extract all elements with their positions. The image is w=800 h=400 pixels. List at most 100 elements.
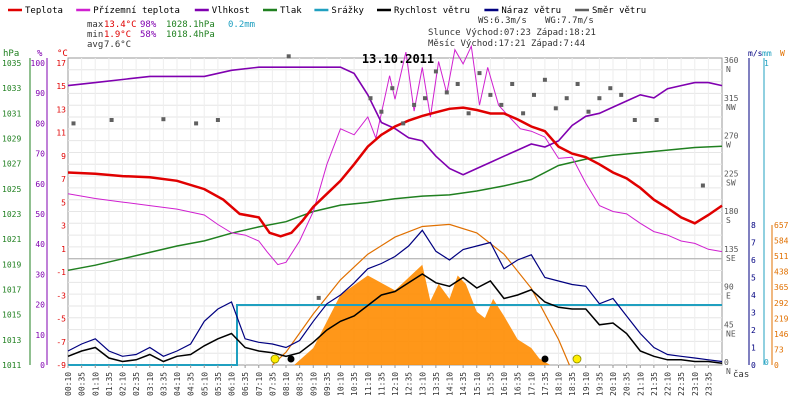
direction-compass-label: N: [726, 65, 731, 74]
legend-item: Srážky: [314, 6, 364, 16]
series-humidity: [67, 66, 723, 176]
legend-item: Tlak: [263, 6, 302, 16]
series-wind-speed: [67, 273, 723, 365]
direction-degree-label: 270: [724, 132, 739, 141]
pct-tick-label: 20: [35, 301, 45, 310]
legend-item: Rychlost větru: [377, 6, 470, 16]
x-tick-label: 21:35: [650, 372, 659, 396]
temp-tick-label: 9: [61, 152, 66, 161]
hpa-tick-label: 1017: [2, 286, 21, 295]
legend-label: Tlak: [280, 6, 302, 16]
stats-max-rain: 0.2mm: [228, 20, 255, 30]
series-solar-radiation: [294, 264, 551, 365]
mm-tick-label: 1: [764, 59, 769, 68]
temp-tick-label: -7: [56, 338, 66, 347]
legend-item: Přízemní teplota: [76, 6, 180, 16]
wind-direction-point: [390, 86, 395, 91]
wind-direction-point: [215, 118, 220, 122]
wind-direction-point: [455, 82, 460, 86]
x-tick-label: 20:10: [609, 372, 618, 396]
time-axis-label: čas: [733, 369, 749, 380]
x-tick-label: 03:35: [159, 372, 168, 396]
x-tick-label: 14:10: [446, 372, 455, 396]
axis-units: hPa % °C m/s mm W čas: [3, 49, 785, 380]
pct-tick-label: 50: [35, 210, 45, 219]
pct-tick-label: 10: [35, 331, 45, 340]
temp-tick-label: -9: [56, 361, 66, 370]
x-tick-label: 06:10: [228, 372, 237, 396]
direction-degree-label: 180: [724, 207, 739, 216]
mm-tick-label: 0: [764, 358, 769, 367]
temp-tick-label: -3: [56, 291, 66, 300]
wind-direction-point: [700, 183, 705, 188]
x-tick-label: 17:35: [541, 372, 550, 396]
direction-degree-label: 0: [724, 358, 729, 367]
temp-tick-label: 3: [61, 222, 66, 231]
direction-degree-label: 90: [724, 283, 734, 292]
x-tick-label: 00:10: [64, 372, 73, 396]
direction-compass-label: SW: [726, 178, 736, 187]
hpa-tick-label: 1025: [2, 185, 21, 194]
wind-direction-point: [586, 109, 591, 114]
x-tick-label: 23:35: [704, 372, 713, 396]
info-sun: Slunce Východ:07:23 Západ:18:21: [428, 28, 596, 38]
series-layer: [67, 44, 723, 366]
wind-direction-point: [608, 86, 613, 91]
wind-direction-point: [194, 121, 199, 126]
pct-tick-label: 70: [35, 150, 45, 159]
w-tick-label: 657: [774, 221, 789, 230]
x-tick-label: 21:10: [636, 372, 645, 396]
x-tick-label: 09:10: [309, 372, 318, 396]
x-tick-label: 20:35: [623, 372, 632, 396]
direction-compass-label: E: [726, 292, 731, 301]
temp-tick-label: -1: [56, 268, 66, 277]
ms-tick-label: 8: [751, 221, 756, 230]
wind-direction-point: [542, 77, 547, 82]
wind-direction-point: [619, 92, 624, 97]
unit-w: W: [780, 49, 785, 58]
direction-compass-label: NW: [726, 103, 736, 112]
temp-tick-label: -5: [56, 315, 66, 324]
stats-min-hum: 58%: [140, 30, 157, 40]
x-tick-label: 02:35: [132, 372, 141, 396]
x-tick-label: 01:10: [91, 372, 100, 396]
temp-tick-label: 17: [56, 59, 66, 68]
legend: Teplota Přízemní teplota Vlhkost Tlak Srážky…: [8, 6, 646, 16]
direction-degree-label: 135: [724, 245, 739, 254]
w-tick-label: 0: [774, 361, 779, 370]
x-tick-label: 23:10: [691, 372, 700, 396]
wind-direction-point: [553, 106, 558, 111]
temp-tick-label: 1: [61, 245, 66, 254]
w-tick-label: 146: [774, 330, 789, 339]
stats-avg-temp: 7.6°C: [104, 40, 131, 50]
x-tick-label: 18:35: [568, 372, 577, 396]
x-tick-label: 12:35: [405, 372, 414, 396]
sun-moon-markers: [270, 354, 582, 364]
wind-direction-point: [379, 109, 384, 114]
w-tick-label: 365: [774, 283, 789, 292]
wind-direction-point: [466, 111, 471, 116]
wind-direction-point: [109, 118, 114, 122]
direction-compass-label: NE: [726, 329, 736, 338]
stats-max-hum: 98%: [140, 20, 157, 30]
temp-tick-label: 11: [56, 129, 66, 138]
legend-item: Směr větru: [575, 6, 646, 16]
legend-label: Náraz větru: [501, 6, 561, 16]
hpa-tick-label: 1033: [2, 84, 21, 93]
series-temperature: [67, 106, 723, 238]
x-tick-label: 07:10: [255, 372, 264, 396]
sunrise-icon: [270, 354, 280, 364]
x-tick-label: 00:35: [78, 372, 87, 396]
x-tick-label: 16:35: [514, 372, 523, 396]
hpa-tick-label: 1021: [2, 235, 21, 244]
ms-tick-label: 2: [751, 326, 756, 335]
stats-min-label: min: [87, 30, 103, 40]
wind-direction-point: [286, 54, 291, 59]
sunset-icon: [572, 354, 582, 364]
x-tick-label: 11:35: [377, 372, 386, 396]
unit-ms: m/s: [748, 49, 763, 58]
direction-degree-label: 360: [724, 56, 739, 65]
w-tick-label: 511: [774, 252, 789, 261]
chart-title: 13.10.2011: [362, 52, 434, 66]
